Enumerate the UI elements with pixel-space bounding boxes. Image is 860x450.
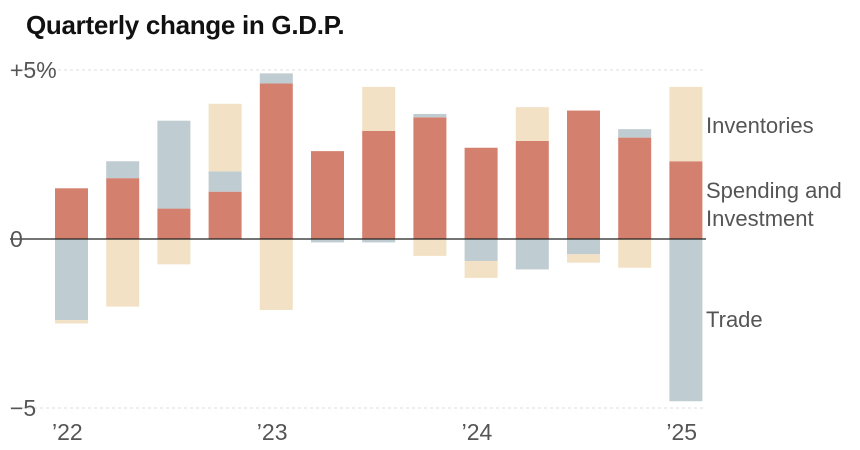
bar-spending: [515, 140, 549, 239]
bar-trade: [464, 239, 498, 261]
bar-inventories: [157, 239, 191, 265]
bar-trade: [618, 129, 652, 138]
bar-trade: [208, 171, 242, 192]
bar-trade: [567, 239, 600, 255]
x-tick-label: ’23: [257, 419, 288, 445]
bar-inventories: [669, 86, 703, 162]
bar-spending: [259, 83, 293, 240]
x-tick-label: ’22: [52, 419, 83, 445]
x-tick-label: ’24: [462, 419, 493, 445]
legend-spending-line1: Spending and: [706, 178, 842, 203]
bar-spending: [106, 178, 140, 239]
bar-spending: [464, 147, 498, 239]
bar-inventories: [464, 260, 498, 278]
bar-inventories: [259, 239, 293, 310]
bar-inventories: [567, 254, 600, 263]
bar-spending: [413, 117, 447, 239]
bar-inventories: [208, 103, 242, 172]
bar-trade: [259, 73, 293, 84]
bar-spending: [157, 208, 191, 239]
y-tick-label: +5%: [10, 57, 57, 83]
bar-inventories: [618, 239, 652, 268]
legend-inventories: Inventories: [706, 113, 814, 138]
bar-spending: [669, 161, 703, 239]
y-tick-label: 0: [10, 226, 23, 252]
y-tick-label: −5: [10, 395, 36, 421]
chart-title: Quarterly change in G.D.P.: [26, 10, 345, 40]
bar-inventories: [413, 239, 447, 256]
bar-inventories: [515, 107, 549, 141]
bar-spending: [362, 130, 396, 239]
bar-spending: [55, 188, 88, 239]
bar-trade: [515, 239, 549, 270]
x-tick-labels: ’22 ’23 ’24 ’25: [52, 419, 697, 445]
bar-trade: [106, 161, 140, 179]
bar-trade: [55, 239, 88, 321]
bar-inventories: [55, 320, 88, 324]
bar-spending: [618, 137, 652, 239]
bar-inventories: [362, 86, 396, 131]
bar-spending: [208, 191, 242, 239]
x-tick-label: ’25: [666, 419, 697, 445]
bar-trade: [157, 120, 191, 209]
bar-trade: [362, 239, 396, 243]
bars: [55, 73, 703, 402]
legend-spending-line2: Investment: [706, 206, 814, 231]
bar-spending: [311, 151, 344, 239]
bar-trade: [669, 239, 703, 402]
bar-trade: [413, 113, 447, 118]
bar-trade: [311, 239, 344, 243]
y-tick-labels: +5% 0 −5: [10, 57, 57, 421]
bar-inventories: [106, 239, 140, 307]
legend-trade: Trade: [706, 307, 763, 332]
gridlines: [10, 69, 706, 409]
bar-spending: [567, 110, 600, 239]
legend: Inventories Spending and Investment Trad…: [706, 113, 842, 332]
